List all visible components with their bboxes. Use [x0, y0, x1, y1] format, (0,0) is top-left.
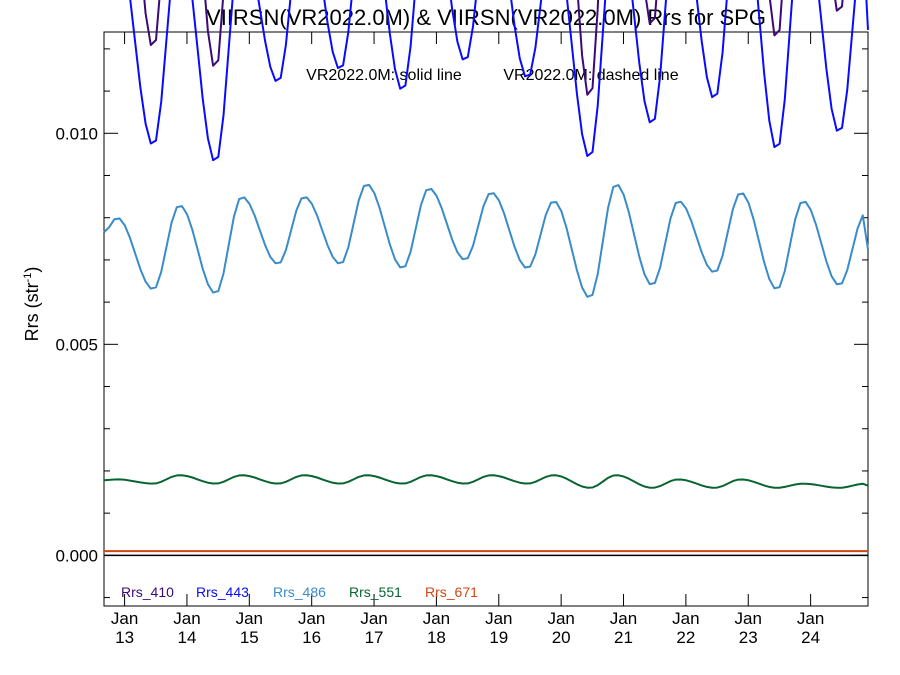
legend-entry-Rrs_443: Rrs_443 — [196, 584, 249, 600]
x-tick-label-month: Jan — [547, 609, 574, 628]
x-tick-label-month: Jan — [360, 609, 387, 628]
chart-title: VIIRSN(VR2022.0M) & VIIRSN(VR2022.0M) Rr… — [206, 5, 766, 30]
x-tick-label-month: Jan — [173, 609, 200, 628]
x-tick-label-year: 23 — [739, 628, 758, 647]
x-tick-label-year: 22 — [676, 628, 695, 647]
x-tick-label-year: 20 — [552, 628, 571, 647]
annotation-solid: VR2022.0M: solid line — [306, 67, 462, 84]
annotation-dashed: VR2022.0M: dashed line — [503, 67, 678, 84]
series-line-Rrs_486 — [103, 183, 869, 298]
y-tick-label: 0.000 — [55, 546, 98, 565]
x-tick-label-month: Jan — [111, 609, 138, 628]
x-tick-label-month: Jan — [423, 609, 450, 628]
x-tick-label-month: Jan — [610, 609, 637, 628]
y-tick-label: 0.010 — [55, 124, 98, 143]
legend: Rrs_410 Rrs_443 Rrs_486 Rrs_551 Rrs_671 — [121, 584, 478, 600]
series-line-Rrs_443 — [129, 0, 869, 162]
x-tick-label-year: 16 — [302, 628, 321, 647]
y-tick-label: 0.005 — [55, 335, 98, 354]
x-tick-label-month: Jan — [797, 609, 824, 628]
series-lines — [103, 0, 869, 553]
x-tick-label-year: 21 — [614, 628, 633, 647]
x-tick-label-month: Jan — [485, 609, 512, 628]
plot-frame — [103, 31, 869, 607]
x-tick-label-year: 13 — [115, 628, 134, 647]
x-tick-label-month: Jan — [672, 609, 699, 628]
x-tick-label-month: Jan — [298, 609, 325, 628]
legend-entry-Rrs_551: Rrs_551 — [349, 584, 402, 600]
svg-text:Rrs (str-1): Rrs (str-1) — [22, 267, 42, 342]
x-tick-label-year: 14 — [177, 628, 196, 647]
x-tick-label-month: Jan — [236, 609, 263, 628]
x-tick-label-year: 24 — [801, 628, 820, 647]
x-tick-label-year: 15 — [240, 628, 259, 647]
x-tick-label-year: 19 — [489, 628, 508, 647]
x-tick-label-year: 17 — [365, 628, 384, 647]
x-tick-label-year: 18 — [427, 628, 446, 647]
x-tick-label-month: Jan — [735, 609, 762, 628]
legend-entry-Rrs_486: Rrs_486 — [273, 584, 326, 600]
legend-entry-Rrs_410: Rrs_410 — [121, 584, 174, 600]
legend-entry-Rrs_671: Rrs_671 — [425, 584, 478, 600]
axis-ticks: 0.0000.0050.0100.0150.020Jan13Jan14Jan15… — [55, 32, 868, 647]
series-line-Rrs_551 — [103, 474, 869, 489]
y-axis-label: Rrs (str-1) — [22, 267, 42, 342]
